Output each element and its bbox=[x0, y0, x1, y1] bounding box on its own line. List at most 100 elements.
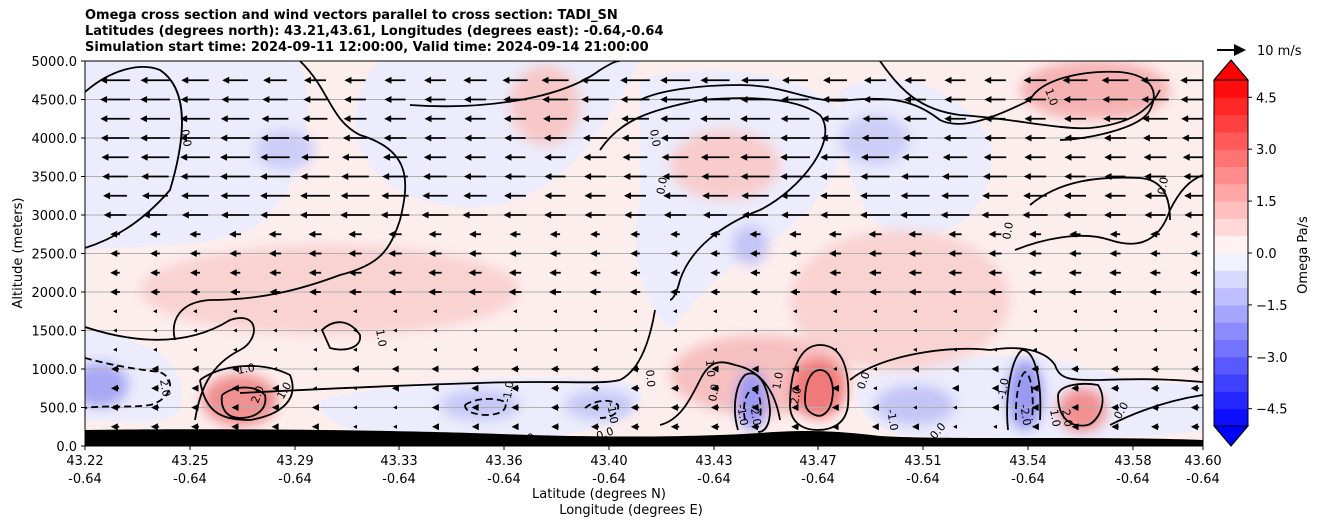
y-tick-label: 1500.0 bbox=[32, 325, 78, 340]
wind-vector bbox=[789, 250, 801, 257]
wind-vector bbox=[503, 211, 527, 219]
wind-vector bbox=[953, 424, 957, 429]
contour-labels: 0.0 0.0 0.0 0.0 0.0 1.0 1.0 1.0 1.0 0.0 … bbox=[157, 87, 1171, 449]
wind-vector bbox=[384, 115, 406, 123]
wind-vector bbox=[1063, 115, 1087, 123]
colorbar-segment bbox=[1214, 114, 1248, 133]
x-tick-lat: 43.51 bbox=[904, 454, 941, 469]
wind-vector bbox=[431, 384, 439, 392]
wind-vector bbox=[229, 288, 241, 296]
wind-vector bbox=[1181, 134, 1203, 142]
wind-vector bbox=[1063, 192, 1087, 200]
wind-vector bbox=[421, 211, 449, 219]
wind-vector bbox=[462, 211, 488, 219]
wind-vector bbox=[908, 269, 922, 277]
colorbar-segment bbox=[1214, 270, 1248, 289]
wind-vector bbox=[1104, 192, 1126, 200]
wind-vector bbox=[1109, 230, 1121, 238]
wind-vector bbox=[984, 96, 1006, 103]
wind-vector bbox=[231, 423, 239, 431]
x-tick-lon: -0.64 bbox=[1116, 472, 1150, 487]
wind-vector bbox=[781, 211, 809, 219]
wind-vector bbox=[873, 386, 877, 391]
wind-vector bbox=[110, 384, 120, 392]
wind-vector bbox=[630, 365, 640, 373]
wind-vector bbox=[1140, 76, 1170, 84]
wind-vector bbox=[1109, 250, 1121, 257]
wind-vector bbox=[833, 347, 837, 352]
wind-vector bbox=[388, 250, 402, 257]
colorbar-tick-label: 1.5 bbox=[1256, 195, 1277, 210]
wind-vector bbox=[781, 96, 809, 103]
wind-vector bbox=[793, 328, 797, 333]
wind-vector bbox=[221, 96, 249, 103]
wind-vector bbox=[353, 405, 357, 410]
x-tick-lat: 43.40 bbox=[590, 454, 627, 469]
wind-vector bbox=[1190, 230, 1200, 238]
colorbar-segment bbox=[1214, 339, 1248, 358]
wind-vector bbox=[860, 211, 890, 219]
y-tick-label: 3500.0 bbox=[32, 171, 78, 186]
terrain bbox=[85, 429, 1203, 446]
y-tick-label: 4500.0 bbox=[32, 94, 78, 109]
wind-vector bbox=[101, 153, 129, 161]
wind-vector bbox=[868, 269, 882, 277]
wind-vector bbox=[433, 309, 437, 314]
negative-omega-small-6 bbox=[875, 385, 955, 425]
wind-vector bbox=[1149, 269, 1161, 277]
wind-vector bbox=[508, 269, 522, 277]
wind-vector bbox=[700, 76, 730, 84]
negative-omega-small-4 bbox=[840, 115, 910, 165]
wind-vector bbox=[1113, 309, 1117, 314]
x-tick-lat: 43.22 bbox=[66, 454, 103, 469]
wind-vector bbox=[553, 309, 557, 314]
wind-vector bbox=[1069, 230, 1081, 238]
wind-vector bbox=[388, 288, 402, 296]
wind-vector bbox=[908, 250, 922, 257]
wind-vector bbox=[901, 173, 929, 180]
wind-vector bbox=[1073, 309, 1077, 314]
wind-vector bbox=[220, 192, 250, 200]
negative-omega-core-right bbox=[1007, 360, 1043, 430]
contour-neg-one-low-2 bbox=[584, 399, 620, 419]
wind-vector bbox=[948, 269, 962, 277]
wind-vector bbox=[670, 269, 680, 277]
wind-vector bbox=[1028, 269, 1042, 277]
wind-vector bbox=[629, 288, 641, 296]
contour-one-mid-core bbox=[789, 344, 850, 431]
wind-vector bbox=[780, 134, 810, 142]
wind-vector bbox=[1073, 328, 1077, 333]
wind-vector bbox=[868, 230, 882, 238]
wind-vector bbox=[381, 192, 409, 200]
contour-neg-one-right bbox=[1006, 349, 1042, 431]
wind-vector bbox=[141, 173, 169, 180]
y-axis: 0.0 500.0 1000.0 1500.0 2000.0 2500.0 3000.0 35… bbox=[32, 55, 85, 455]
x-tick-lon: -0.64 bbox=[173, 472, 207, 487]
wind-vector bbox=[951, 365, 959, 373]
wind-vector bbox=[903, 115, 927, 123]
wind-vector bbox=[711, 384, 719, 392]
wind-vector bbox=[913, 347, 917, 352]
wind-vector bbox=[951, 384, 959, 392]
wind-vector bbox=[942, 173, 968, 180]
wind-vector bbox=[913, 328, 917, 333]
wind-vector bbox=[901, 153, 929, 161]
wind-vector bbox=[550, 384, 560, 392]
wind-vector bbox=[140, 115, 170, 123]
wind-vector bbox=[391, 365, 399, 373]
wind-vector bbox=[110, 230, 120, 238]
wind-vector bbox=[1023, 76, 1047, 84]
wind-vector bbox=[511, 404, 519, 411]
contour-zero-mid-low bbox=[659, 361, 781, 426]
wind-vector bbox=[623, 173, 647, 180]
wind-vector bbox=[660, 115, 690, 123]
wind-vector bbox=[544, 192, 566, 200]
wind-vector bbox=[300, 173, 330, 180]
wind-vector bbox=[100, 76, 130, 84]
wind-vector bbox=[220, 153, 250, 161]
wind-vector bbox=[860, 153, 890, 161]
wind-vector bbox=[463, 76, 487, 84]
contour-label: 2.0 bbox=[788, 386, 804, 405]
wind-vector bbox=[542, 115, 568, 123]
